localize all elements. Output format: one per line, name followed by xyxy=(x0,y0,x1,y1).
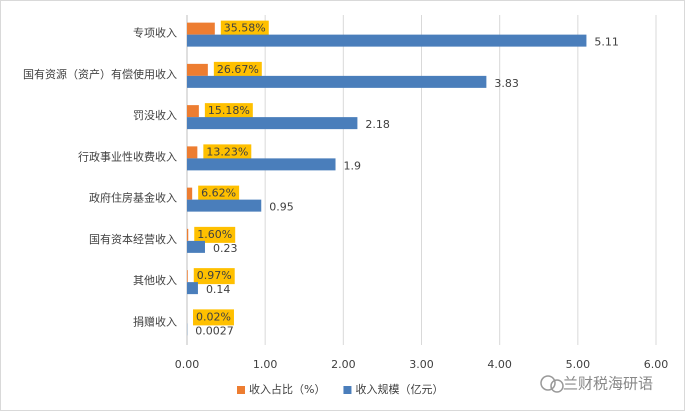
value-label-box xyxy=(193,268,235,285)
bar xyxy=(187,34,587,47)
x-tick-label: 4.00 xyxy=(487,358,512,371)
value-label-box xyxy=(198,185,240,202)
value-label: 26.67% xyxy=(217,63,259,76)
value-label: 13.23% xyxy=(206,145,248,158)
y-tick-label: 捐赠收入 xyxy=(133,314,177,328)
bar xyxy=(187,63,208,76)
value-label: 0.14 xyxy=(206,283,231,296)
value-label-box xyxy=(193,309,234,326)
value-label: 15.18% xyxy=(208,104,250,117)
value-label: 0.23 xyxy=(213,242,238,255)
bar xyxy=(187,22,215,35)
value-label-box xyxy=(220,20,269,37)
value-label: 0.02% xyxy=(196,310,231,323)
value-label-box xyxy=(213,61,262,78)
bar xyxy=(187,228,189,241)
legend-swatch xyxy=(343,386,352,394)
value-label: 6.62% xyxy=(201,187,236,200)
value-label-box xyxy=(194,226,236,243)
value-label: 1.9 xyxy=(344,159,362,172)
watermark: 兰财税海研语 xyxy=(563,375,653,393)
y-tick-label: 行政事业性收费收入 xyxy=(78,149,177,163)
legend-label: 收入规模（亿元） xyxy=(355,382,443,396)
x-tick-label: 3.00 xyxy=(409,358,434,371)
bar xyxy=(187,187,193,200)
watermark-icon xyxy=(540,375,564,393)
bar xyxy=(187,158,336,171)
value-label: 5.11 xyxy=(594,36,619,49)
x-tick-label: 0.00 xyxy=(175,358,200,371)
x-tick-label: 2.00 xyxy=(331,358,356,371)
legend-swatch xyxy=(237,386,245,394)
value-label: 0.95 xyxy=(269,201,294,214)
y-tick-label: 国有资本经营收入 xyxy=(89,232,177,246)
y-tick-label: 其他收入 xyxy=(133,273,177,287)
value-label: 0.97% xyxy=(197,269,232,282)
y-tick-label: 罚没收入 xyxy=(133,108,177,122)
value-label: 0.0027 xyxy=(195,324,234,337)
value-label: 3.83 xyxy=(494,77,518,90)
bar xyxy=(187,75,487,88)
y-tick-label: 专项收入 xyxy=(133,26,177,40)
value-label-box xyxy=(203,144,252,161)
bar xyxy=(187,270,188,283)
legend-label: 收入占比（%） xyxy=(249,382,325,396)
bar xyxy=(187,146,198,159)
value-label: 1.60% xyxy=(197,228,232,241)
x-tick-label: 5.00 xyxy=(566,358,591,371)
value-label: 2.18 xyxy=(365,118,390,131)
value-label-box xyxy=(204,103,253,120)
bar xyxy=(187,282,198,295)
bar xyxy=(187,105,199,118)
value-label: 35.58% xyxy=(224,22,266,35)
bar xyxy=(187,117,358,130)
bar xyxy=(187,240,205,253)
x-tick-label: 6.00 xyxy=(644,358,669,371)
y-tick-label: 国有资源（资产）有偿使用收入 xyxy=(23,67,177,81)
x-tick-label: 1.00 xyxy=(253,358,278,371)
y-tick-label: 政府住房基金收入 xyxy=(89,191,177,205)
bar xyxy=(187,199,262,212)
